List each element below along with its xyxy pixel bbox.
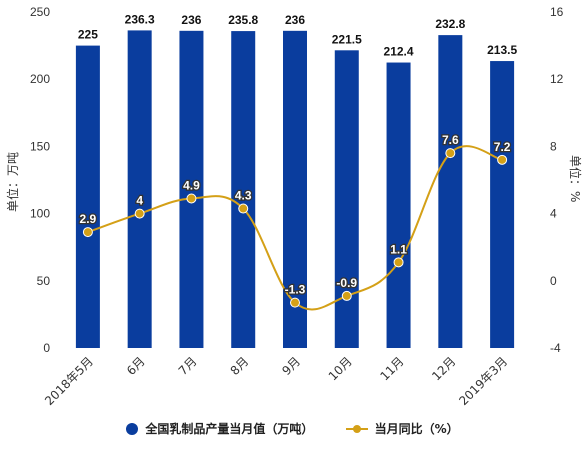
bar[interactable]: [231, 31, 256, 348]
bar-value-label: 213.5: [487, 43, 517, 57]
line-value-label: 4.9: [183, 178, 200, 192]
line-point[interactable]: [393, 257, 404, 268]
y2-tick-label: 12: [550, 72, 564, 86]
x-tick-label: 11月: [377, 354, 406, 383]
y-tick-label: 100: [30, 207, 50, 221]
legend-bar-swatch: [126, 422, 139, 435]
bar[interactable]: [127, 30, 152, 348]
x-tick-label: 7月: [176, 354, 200, 378]
line-value-label: 7.6: [442, 133, 459, 147]
bar-value-label: 236: [285, 13, 305, 27]
bar[interactable]: [490, 61, 515, 348]
legend-label-production: 全国乳制品产量当月值（万吨）: [145, 422, 314, 436]
x-tick-label: 9月: [279, 354, 303, 378]
y-tick-label: 0: [43, 341, 50, 355]
x-tick-label: 8月: [228, 354, 252, 378]
legend-item-production[interactable]: 全国乳制品产量当月值（万吨）: [126, 420, 313, 437]
yoy-line: [87, 145, 503, 311]
bar-value-label: 221.5: [332, 32, 362, 46]
x-tick-label: 2019年3月: [456, 354, 510, 408]
line-value-label: -1.3: [285, 283, 306, 297]
bar-value-label: 236.3: [125, 12, 155, 26]
x-tick-label: 2018年5月: [42, 354, 96, 408]
line-value-label: 4: [136, 194, 143, 208]
line-point[interactable]: [134, 208, 145, 219]
line-value-label: 4.3: [235, 189, 252, 203]
line-value-label: 7.2: [494, 140, 511, 154]
x-tick-label: 6月: [124, 354, 148, 378]
bar[interactable]: [179, 30, 204, 348]
line-point[interactable]: [186, 193, 197, 204]
bar[interactable]: [386, 62, 411, 349]
line-value-label: 2.9: [80, 212, 97, 226]
line-point[interactable]: [445, 148, 456, 159]
y-axis-title: 单位：万吨: [6, 151, 20, 212]
legend-item-yoy[interactable]: 当月同比（%）: [345, 420, 459, 437]
line-point[interactable]: [238, 203, 249, 214]
bar-value-label: 212.4: [384, 45, 414, 59]
bar-value-label: 235.8: [228, 13, 258, 27]
bar-series: [75, 30, 515, 349]
y2-tick-label: 16: [550, 5, 564, 19]
line-value-labels: 2.9 4 4.9 4.3 -1.3 -0.9 1.1 7.6 7.2: [78, 132, 512, 298]
line-value-label: 1.1: [390, 242, 407, 256]
x-tick-label: 12月: [429, 354, 458, 383]
y2-tick-label: 0: [550, 274, 557, 288]
y-axis-ticks: 0 50 100 150 200 250: [30, 5, 50, 355]
line-point[interactable]: [341, 290, 352, 301]
x-tick-label: 10月: [326, 354, 355, 383]
y-tick-label: 250: [30, 5, 50, 19]
y2-tick-label: -4: [550, 341, 561, 355]
y2-axis-ticks: -4 0 4 8 12 16: [550, 5, 564, 355]
y-tick-label: 200: [30, 72, 50, 86]
line-point[interactable]: [290, 297, 300, 308]
line-value-label: -0.9: [336, 276, 357, 290]
bar-value-labels: 225 236.3 236 235.8 236 221.5 212.4 232.8 213.5: [78, 12, 518, 58]
bar[interactable]: [283, 30, 307, 348]
bar-value-label: 225: [78, 28, 98, 42]
bar[interactable]: [438, 35, 463, 349]
bar-value-label: 232.8: [435, 17, 465, 31]
legend-line-swatch: [345, 423, 368, 435]
bar[interactable]: [334, 50, 359, 348]
line-point[interactable]: [82, 227, 93, 238]
line-point[interactable]: [497, 154, 508, 165]
legend: 全国乳制品产量当月值（万吨） 当月同比（%）: [0, 420, 585, 438]
y2-axis-title: 单位：%: [568, 155, 582, 203]
y-tick-label: 150: [30, 139, 50, 153]
y-tick-label: 50: [37, 274, 51, 288]
legend-label-yoy: 当月同比（%）: [374, 422, 459, 436]
line-series: [82, 145, 508, 311]
y2-tick-label: 4: [550, 207, 557, 221]
y2-tick-label: 8: [550, 139, 557, 153]
bar[interactable]: [75, 45, 100, 348]
bar-value-label: 236: [181, 13, 201, 27]
